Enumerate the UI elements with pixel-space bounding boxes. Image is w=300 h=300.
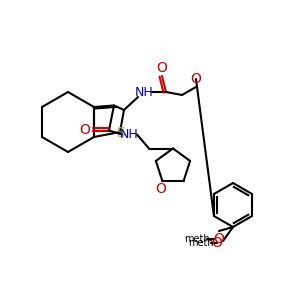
Text: meth: meth	[188, 238, 214, 248]
Text: O: O	[157, 61, 167, 75]
Text: O: O	[214, 232, 224, 246]
Text: NH: NH	[135, 85, 153, 98]
Text: NH: NH	[120, 128, 138, 141]
Text: meth: meth	[184, 234, 210, 244]
Text: O: O	[80, 124, 90, 137]
Text: O: O	[190, 72, 201, 86]
Text: S: S	[117, 126, 125, 140]
Text: O: O	[212, 236, 222, 250]
Text: O: O	[155, 182, 166, 196]
